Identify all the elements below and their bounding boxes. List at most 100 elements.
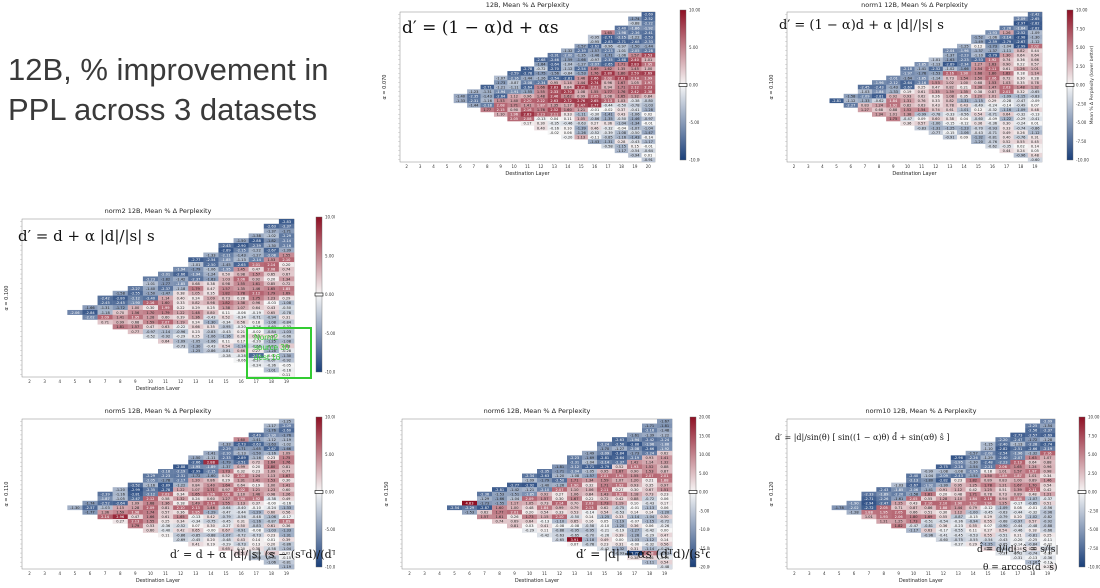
colorbar-tick-label: -5.00 (1088, 527, 1099, 532)
heatmap-cell-label: 1.53 (267, 258, 275, 262)
heatmap-cell (614, 84, 629, 90)
heatmap-cell-label: -0.96 (1043, 511, 1053, 515)
heatmap-cell-label: -1.53 (495, 492, 504, 496)
heatmap-cell-label: -0.65 (570, 533, 579, 537)
heatmap-cell-label: 0.33 (564, 113, 572, 117)
heatmap-cell-label: 0.23 (267, 533, 275, 537)
heatmap-cell (971, 43, 986, 49)
heatmap-cell-label: 2.12 (146, 497, 154, 501)
heatmap-cell-label: 2.88 (207, 461, 216, 465)
heatmap-cell-label: 2.07 (162, 320, 170, 324)
heatmap-cell (127, 482, 144, 488)
heatmap-cell (1013, 21, 1029, 26)
heatmap-cell (980, 446, 996, 452)
heatmap-cell-label: 1.05 (631, 81, 639, 85)
heatmap-cell (278, 252, 295, 258)
heatmap-cell-label: 1.18 (630, 492, 639, 496)
heatmap-cell (278, 295, 295, 301)
heatmap-cell (900, 121, 915, 126)
heatmap-cell-label: -1.88 (660, 442, 670, 446)
heatmap-cell (462, 500, 478, 506)
heatmap-cell-label: -1.25 (600, 515, 609, 519)
heatmap-cell (900, 112, 915, 117)
heatmap-cell-label: -0.50 (630, 131, 640, 135)
heatmap-cell (278, 555, 295, 561)
heatmap-cell-label: -1.26 (630, 533, 640, 537)
heatmap-cell-label: -0.34 (221, 320, 231, 324)
heatmap-cell (1025, 546, 1041, 552)
heatmap-cell-label: -0.96 (1016, 154, 1026, 158)
heatmap-cell-label: -2.35 (469, 94, 478, 98)
heatmap-cell (188, 295, 204, 301)
heatmap-cell (627, 473, 643, 479)
heatmap-cell (1027, 152, 1043, 158)
heatmap-cell-label: -2.45 (100, 301, 109, 305)
heatmap-cell-label: -1.19 (615, 520, 625, 524)
slide-title: 12B, % improvement in PPL across 3 datas… (8, 50, 338, 130)
heatmap-cell-label: 0.61 (946, 108, 954, 112)
heatmap-cell-label: 0.48 (954, 492, 963, 496)
heatmap-cell (263, 523, 280, 529)
heatmap-cell (587, 43, 602, 49)
heatmap-cell (233, 469, 249, 474)
heatmap-cell (173, 519, 189, 524)
heatmap-cell-label: 0.73 (645, 492, 653, 496)
heatmap-cell (188, 523, 204, 529)
heatmap-cell (537, 514, 553, 520)
heatmap-cell (263, 464, 280, 470)
x-tick-label: 9 (134, 571, 137, 576)
heatmap-cell-label: 1.36 (192, 316, 201, 320)
heatmap-cell (597, 532, 613, 538)
heatmap-cell-label: 2.66 (591, 76, 600, 80)
heatmap-cell (627, 441, 643, 447)
chart-title: norm6 12B, Mean % Δ Perplexity (484, 407, 591, 415)
heatmap-cell-label: -0.04 (617, 126, 627, 130)
heatmap-cell (935, 505, 951, 511)
heatmap-cell (203, 514, 219, 520)
heatmap-cell-label: -2.09 (1016, 17, 1026, 21)
heatmap-cell-label: -2.35 (146, 488, 155, 492)
heatmap-cell-label: 1.84 (540, 506, 549, 510)
heatmap-cell (1027, 48, 1043, 54)
heatmap-cell-label: 2.12 (631, 85, 639, 89)
heatmap-cell-label: -1.04 (644, 126, 654, 130)
heatmap-cell-label: -0.25 (1028, 538, 1037, 542)
heatmap-cell-label: 0.47 (146, 325, 154, 329)
heatmap-cell-label: -2.81 (563, 76, 572, 80)
heatmap-cell (641, 30, 656, 35)
heatmap-cell-label: 0.38 (177, 292, 186, 296)
heatmap-cell-label: 1.12 (510, 94, 518, 98)
heatmap-cell (537, 528, 553, 533)
heatmap-cell-label: -1.30 (206, 320, 216, 324)
heatmap-cell-label: -1.17 (909, 529, 918, 533)
heatmap-cell-label: 0.62 (918, 94, 926, 98)
heatmap-cell-label: -1.06 (959, 131, 969, 135)
heatmap-cell-label: -1.18 (585, 538, 595, 542)
heatmap-cell (612, 478, 628, 483)
heatmap-cell-label: -2.81 (832, 99, 841, 103)
heatmap-cell (567, 505, 583, 511)
heatmap-cell (627, 437, 643, 442)
heatmap-cell-label: -1.66 (282, 447, 292, 451)
heatmap-panel-norm10: norm10 12B, Mean % Δ Perplexity -1.78 -1.9… (765, 405, 1100, 588)
heatmap-cell-label: 0.91 (939, 488, 947, 492)
heatmap-cell-label: 0.04 (960, 117, 969, 121)
heatmap-cell (462, 509, 478, 515)
x-tick-label: 6 (468, 571, 471, 576)
heatmap-cell (935, 523, 951, 529)
heatmap-cell-label: -0.08 (570, 524, 580, 528)
heatmap-cell-label: -2.10 (540, 488, 550, 492)
heatmap-cell (965, 464, 981, 470)
heatmap-cell (876, 487, 892, 492)
heatmap-cell (112, 487, 128, 492)
heatmap-cell-label: 0.19 (252, 483, 261, 487)
heatmap-cell (1013, 112, 1029, 117)
x-tick-label: 5 (453, 571, 456, 576)
heatmap-cell (278, 478, 295, 483)
heatmap-cell (628, 148, 642, 154)
heatmap-cell (928, 102, 944, 108)
heatmap-cell (891, 500, 907, 506)
heatmap-cell-label: -1.49 (974, 40, 984, 44)
heatmap-cell-label: 0.38 (946, 117, 955, 121)
heatmap-cell-label: -0.08 (555, 524, 565, 528)
